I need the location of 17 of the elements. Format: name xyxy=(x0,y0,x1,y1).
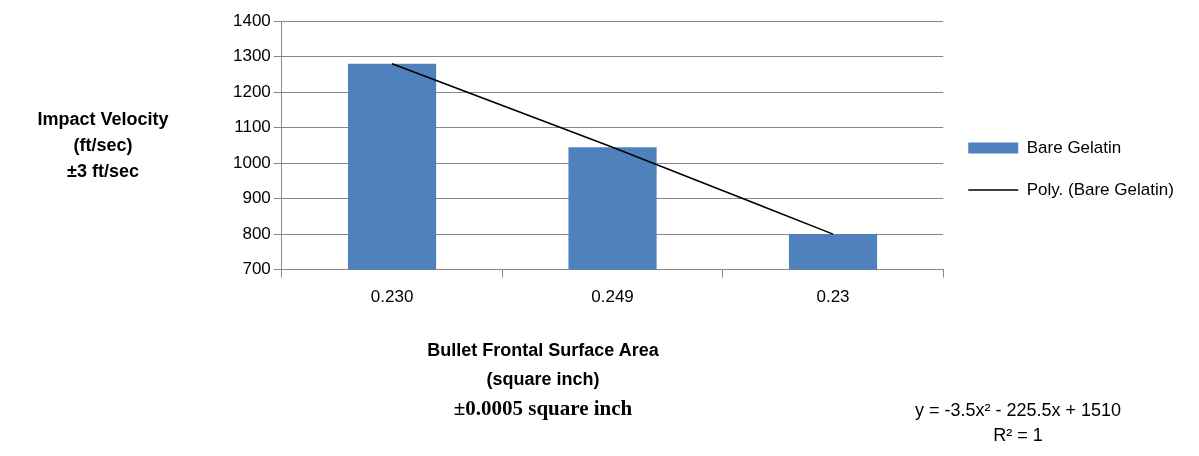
y-axis-title: Impact Velocity (ft/sec) ±3 ft/sec xyxy=(36,108,170,183)
x-tick-label: 0.23 xyxy=(816,287,850,307)
legend-label: Poly. (Bare Gelatin) xyxy=(1026,179,1174,199)
y-tick-label: 1100 xyxy=(234,117,271,137)
y-tick-label: 1400 xyxy=(232,10,271,30)
y-tick-label: 1200 xyxy=(232,81,271,101)
x-tick-label: 0.230 xyxy=(370,287,414,307)
y-tick-label: 900 xyxy=(242,188,271,208)
y-tick-label: 1300 xyxy=(232,46,271,66)
text: R² = 1 xyxy=(992,424,1044,447)
x-axis-title: Bullet Frontal Surface Area (square inch) ±0.0005 square inch xyxy=(426,339,660,422)
x-tick-label: 0.249 xyxy=(591,287,634,307)
text: y = -3.5x² - 225.5x + 1510 xyxy=(913,399,1123,422)
y-tick-label: 700 xyxy=(242,259,271,279)
y-tick-label: 1000 xyxy=(232,152,271,172)
legend-label: Bare Gelatin xyxy=(1026,137,1122,157)
y-tick-label: 800 xyxy=(242,223,271,243)
